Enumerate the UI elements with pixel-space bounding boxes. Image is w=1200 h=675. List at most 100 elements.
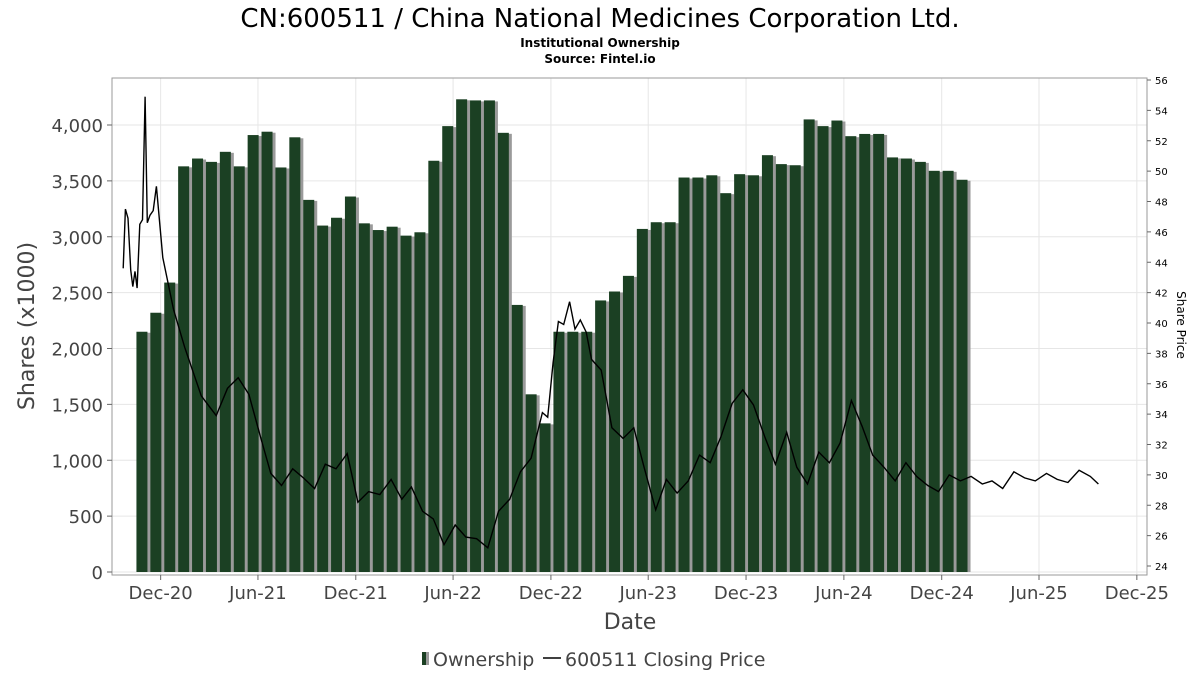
x-tick-label: Dec-25 [1105,583,1169,604]
y2-tick-label: 32 [1155,441,1168,452]
x-tick-label: Jun-25 [1009,583,1068,604]
ownership-bar [511,304,523,572]
y2-axis: 24 26 28 30 32 34 36 38 40 42 44 46 48 50 52 54 56 [1147,76,1168,573]
y-tick-label: 0 [92,563,103,584]
y2-tick-label: 52 [1155,137,1168,148]
y2-tick-label: 44 [1155,258,1168,269]
y2-axis-label: Share Price [1174,291,1188,359]
ownership-bar [803,119,815,572]
y-tick-label: 500 [69,507,103,528]
ownership-bar [344,196,356,572]
ownership-bar [289,137,301,573]
ownership-bar [331,217,343,572]
ownership-bar [317,225,329,572]
ownership-bar [400,235,412,572]
x-tick-label: Dec-24 [910,583,974,604]
y-tick-label: 1,000 [51,451,103,472]
y2-tick-label: 24 [1155,562,1168,573]
ownership-bar [748,175,760,572]
y2-tick-label: 54 [1155,106,1168,117]
ownership-bar [372,230,384,573]
x-tick-label: Dec-22 [519,583,583,604]
legend-ownership-swatch-shadow [426,652,429,665]
ownership-bar [609,291,621,572]
ownership-bar [706,175,718,572]
ownership-bar [887,157,899,572]
ownership-bar [720,193,732,573]
ownership-bar [483,100,495,572]
ownership-bar [636,228,648,573]
x-tick-label: Jun-23 [618,583,677,604]
y2-tick-label: 56 [1155,76,1168,87]
x-axis: Dec-20 Jun-21 Dec-21 Jun-22 Dec-22 Jun-23 Dec-… [129,575,1169,604]
ownership-bar [692,177,704,572]
y-tick-label: 2,500 [51,284,103,305]
ownership-bar [942,170,954,572]
chart-subtitle: Institutional Ownership [520,36,680,50]
ownership-bar [761,155,773,573]
y-tick-label: 2,000 [51,340,103,361]
y2-tick-label: 34 [1155,410,1168,421]
ownership-bar [219,151,231,572]
ownership-bar [678,177,690,572]
ownership-bar [261,131,273,572]
ownership-bar [414,232,426,572]
ownership-bar [428,160,440,572]
ownership-bar [178,166,190,572]
y2-tick-label: 50 [1155,167,1168,178]
y2-tick-label: 36 [1155,380,1168,391]
ownership-bar [817,126,829,573]
y2-tick-label: 40 [1155,319,1168,330]
ownership-bar [567,331,579,572]
x-tick-label: Jun-21 [228,583,287,604]
ownership-bar [581,331,593,572]
legend-price-label: 600511 Closing Price [565,649,765,671]
ownership-bar [233,166,245,572]
ownership-bar [775,164,787,573]
ownership-bar [525,394,537,572]
ownership-bar [442,126,454,573]
y2-tick-label: 46 [1155,228,1168,239]
y-tick-label: 3,500 [51,172,103,193]
y-tick-label: 4,000 [51,116,103,137]
ownership-bar [789,165,801,573]
ownership-bars [136,99,971,573]
ownership-bar [873,133,885,572]
plot-frame [111,77,1148,576]
ownership-bar [358,223,370,572]
x-tick-label: Dec-21 [324,583,388,604]
x-tick-label: Jun-22 [423,583,482,604]
legend-ownership-swatch [422,652,426,665]
ownership-bar [136,331,148,572]
ownership-bar [734,174,746,573]
y2-tick-label: 28 [1155,501,1168,512]
ownership-bar [956,179,968,572]
ownership-bar [275,167,287,572]
y2-tick-label: 48 [1155,198,1168,209]
ownership-bar [456,99,468,573]
price-line-layer [122,96,1099,550]
ownership-bar [595,300,607,572]
ownership-bar [497,132,509,572]
ownership-bar [664,222,676,572]
chart-source: Source: Fintel.io [544,52,655,66]
ownership-bar [205,161,217,572]
ownership-bar [914,161,926,572]
x-axis-label: Date [604,610,657,635]
ownership-bar [247,135,259,572]
legend-ownership-label: Ownership [433,649,534,671]
y-axis-label: Shares (x1000) [15,242,40,410]
ownership-bar [622,275,634,572]
ownership-bar [900,158,912,572]
ownership-bar [831,120,843,572]
ownership-bar [470,100,482,572]
ownership-bar [150,312,162,572]
ownership-bar [928,170,940,572]
ownership-bar [650,222,662,572]
y-tick-label: 3,000 [51,228,103,249]
y2-tick-label: 26 [1155,532,1168,543]
ownership-bar [859,133,871,572]
y2-tick-label: 38 [1155,349,1168,360]
chart-title: CN:600511 / China National Medicines Cor… [240,4,959,34]
